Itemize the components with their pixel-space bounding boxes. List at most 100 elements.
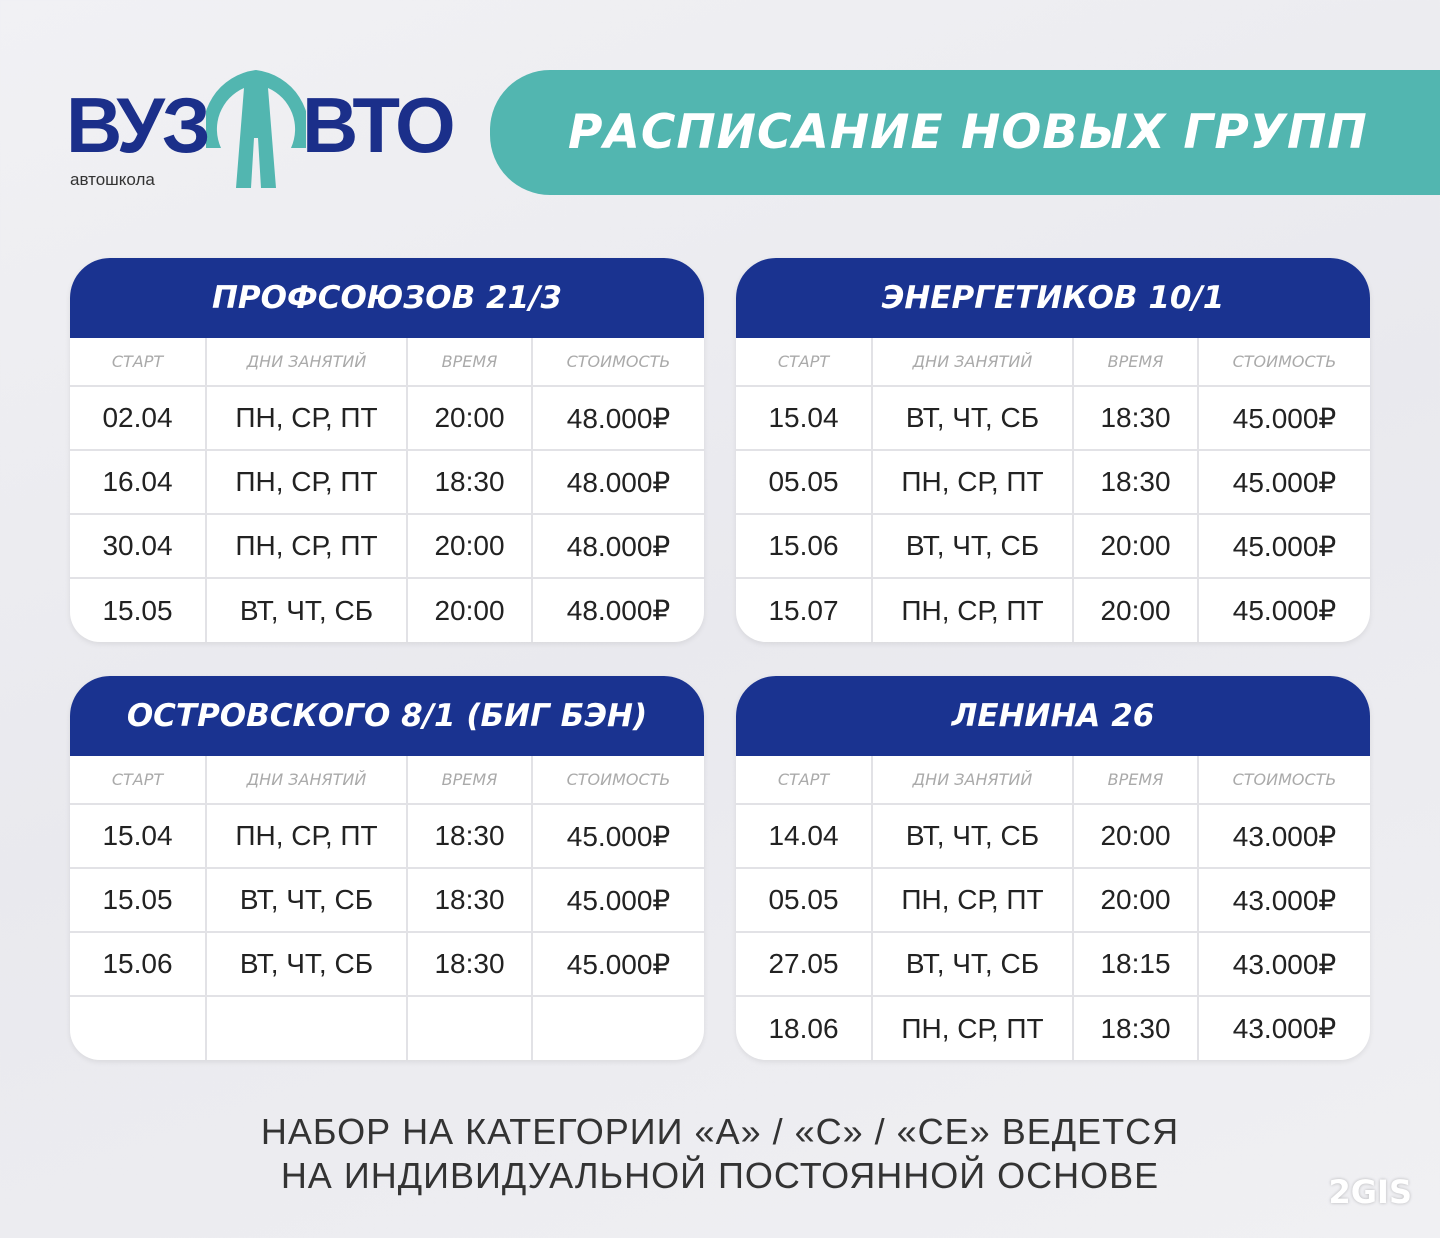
table-cell: ПН, СР, ПТ (205, 513, 408, 579)
schedule-table: СТАРТ ДНИ ЗАНЯТИЙ ВРЕМЯ СТОИМОСТЬ 15.04 ВТ, Ч… (736, 338, 1370, 642)
table-cell: 45.000₽ (531, 867, 704, 933)
column-header: ВРЕМЯ (1072, 756, 1199, 805)
logo: ВУЗ ВТО автошкола (66, 68, 456, 198)
column-header: СТОИМОСТЬ (1197, 338, 1370, 387)
table-cell: 27.05 (736, 931, 873, 997)
table-cell: 45.000₽ (1197, 513, 1370, 579)
table-cell: ВТ, ЧТ, СБ (205, 867, 408, 933)
column-header: СТАРТ (736, 756, 873, 805)
table-cell: 15.06 (736, 513, 873, 579)
table-header-row: СТАРТ ДНИ ЗАНЯТИЙ ВРЕМЯ СТОИМОСТЬ (70, 756, 704, 805)
footer-note: НАБОР НА КАТЕГОРИИ «А» / «С» / «СЕ» ВЕДЕ… (220, 1110, 1220, 1198)
table-cell: ВТ, ЧТ, СБ (871, 931, 1074, 997)
table-row: 16.04 ПН, СР, ПТ 18:30 48.000₽ (70, 449, 704, 515)
branch-title: ЛЕНИНА 26 (736, 676, 1370, 756)
column-header: ВРЕМЯ (406, 338, 533, 387)
table-cell: 18:15 (1072, 931, 1199, 997)
table-cell: 15.04 (736, 385, 873, 451)
table-cell: 45.000₽ (1197, 577, 1370, 642)
table-cell: 20:00 (1072, 513, 1199, 579)
table-cell: 20:00 (406, 577, 533, 642)
table-cell: 45.000₽ (1197, 449, 1370, 515)
table-cell: ВТ, ЧТ, СБ (871, 385, 1074, 451)
table-row: 15.04 ПН, СР, ПТ 18:30 45.000₽ (70, 803, 704, 869)
table-cell: 15.05 (70, 867, 207, 933)
logo-word-right: ВТО (302, 81, 456, 169)
table-cell (531, 995, 704, 1060)
table-cell: 45.000₽ (531, 931, 704, 997)
table-row: 27.05 ВТ, ЧТ, СБ 18:15 43.000₽ (736, 931, 1370, 997)
table-cell: 48.000₽ (531, 385, 704, 451)
table-cell: 18:30 (406, 931, 533, 997)
table-cell: 20:00 (406, 385, 533, 451)
table-cell: 18:30 (1072, 995, 1199, 1060)
table-row: 30.04 ПН, СР, ПТ 20:00 48.000₽ (70, 513, 704, 579)
table-row: 15.05 ВТ, ЧТ, СБ 20:00 48.000₽ (70, 577, 704, 642)
title-banner: РАСПИСАНИЕ НОВЫХ ГРУПП (490, 70, 1440, 195)
table-row: 18.06 ПН, СР, ПТ 18:30 43.000₽ (736, 995, 1370, 1060)
schedule-card: ЛЕНИНА 26 СТАРТ ДНИ ЗАНЯТИЙ ВРЕМЯ СТОИМОСТЬ 1… (736, 676, 1370, 1060)
table-cell: 02.04 (70, 385, 207, 451)
page-title: РАСПИСАНИЕ НОВЫХ ГРУПП (568, 105, 1368, 160)
column-header: ДНИ ЗАНЯТИЙ (205, 756, 408, 805)
table-cell: ПН, СР, ПТ (871, 995, 1074, 1060)
table-header-row: СТАРТ ДНИ ЗАНЯТИЙ ВРЕМЯ СТОИМОСТЬ (70, 338, 704, 387)
table-row (70, 995, 704, 1060)
table-row: 14.04 ВТ, ЧТ, СБ 20:00 43.000₽ (736, 803, 1370, 869)
schedule-table: СТАРТ ДНИ ЗАНЯТИЙ ВРЕМЯ СТОИМОСТЬ 02.04 ПН, С… (70, 338, 704, 642)
table-row: 15.07 ПН, СР, ПТ 20:00 45.000₽ (736, 577, 1370, 642)
table-cell: 48.000₽ (531, 449, 704, 515)
table-cell: ПН, СР, ПТ (205, 803, 408, 869)
footer-line-1: НАБОР НА КАТЕГОРИИ «А» / «С» / «СЕ» ВЕДЕ… (260, 1111, 1180, 1152)
schedule-card: ЭНЕРГЕТИКОВ 10/1 СТАРТ ДНИ ЗАНЯТИЙ ВРЕМЯ СТО… (736, 258, 1370, 642)
column-header: ДНИ ЗАНЯТИЙ (205, 338, 408, 387)
column-header: СТОИМОСТЬ (531, 338, 704, 387)
table-cell: 15.07 (736, 577, 873, 642)
table-row: 05.05 ПН, СР, ПТ 20:00 43.000₽ (736, 867, 1370, 933)
column-header: СТАРТ (70, 338, 207, 387)
table-cell: 45.000₽ (531, 803, 704, 869)
table-cell: 15.05 (70, 577, 207, 642)
table-cell: 20:00 (1072, 867, 1199, 933)
logo-word-left: ВУЗ (66, 81, 211, 169)
table-header-row: СТАРТ ДНИ ЗАНЯТИЙ ВРЕМЯ СТОИМОСТЬ (736, 338, 1370, 387)
table-cell: ПН, СР, ПТ (205, 449, 408, 515)
table-header-row: СТАРТ ДНИ ЗАНЯТИЙ ВРЕМЯ СТОИМОСТЬ (736, 756, 1370, 805)
table-row: 15.05 ВТ, ЧТ, СБ 18:30 45.000₽ (70, 867, 704, 933)
table-cell: ВТ, ЧТ, СБ (205, 931, 408, 997)
column-header: ДНИ ЗАНЯТИЙ (871, 756, 1074, 805)
table-cell: 05.05 (736, 867, 873, 933)
table-row: 15.04 ВТ, ЧТ, СБ 18:30 45.000₽ (736, 385, 1370, 451)
watermark: 2GIS (1328, 1173, 1412, 1211)
table-cell: 43.000₽ (1197, 995, 1370, 1060)
branch-title: ЭНЕРГЕТИКОВ 10/1 (736, 258, 1370, 338)
table-cell: 43.000₽ (1197, 803, 1370, 869)
table-cell: 14.04 (736, 803, 873, 869)
schedule-card: ПРОФСОЮЗОВ 21/3 СТАРТ ДНИ ЗАНЯТИЙ ВРЕМЯ СТОИ… (70, 258, 704, 642)
table-cell: 48.000₽ (531, 577, 704, 642)
column-header: СТАРТ (736, 338, 873, 387)
table-cell: ПН, СР, ПТ (205, 385, 408, 451)
table-cell: ПН, СР, ПТ (871, 449, 1074, 515)
table-cell: 43.000₽ (1197, 931, 1370, 997)
table-cell: 18.06 (736, 995, 873, 1060)
table-cell: ВТ, ЧТ, СБ (871, 513, 1074, 579)
column-header: ВРЕМЯ (1072, 338, 1199, 387)
branch-title: ОСТРОВСКОГО 8/1 (БИГ БЭН) (70, 676, 704, 756)
table-cell: 20:00 (1072, 577, 1199, 642)
table-cell: 18:30 (1072, 449, 1199, 515)
table-cell (406, 995, 533, 1060)
table-cell: 48.000₽ (531, 513, 704, 579)
column-header: ДНИ ЗАНЯТИЙ (871, 338, 1074, 387)
table-cell: ПН, СР, ПТ (871, 867, 1074, 933)
logo-subtitle: автошкола (70, 170, 155, 189)
table-row: 15.06 ВТ, ЧТ, СБ 18:30 45.000₽ (70, 931, 704, 997)
table-row: 05.05 ПН, СР, ПТ 18:30 45.000₽ (736, 449, 1370, 515)
schedule-table: СТАРТ ДНИ ЗАНЯТИЙ ВРЕМЯ СТОИМОСТЬ 14.04 ВТ, Ч… (736, 756, 1370, 1060)
column-header: СТАРТ (70, 756, 207, 805)
schedule-table: СТАРТ ДНИ ЗАНЯТИЙ ВРЕМЯ СТОИМОСТЬ 15.04 ПН, С… (70, 756, 704, 1060)
table-cell: 30.04 (70, 513, 207, 579)
schedule-card: ОСТРОВСКОГО 8/1 (БИГ БЭН) СТАРТ ДНИ ЗАНЯТИ… (70, 676, 704, 1060)
branch-title: ПРОФСОЮЗОВ 21/3 (70, 258, 704, 338)
table-cell: ВТ, ЧТ, СБ (205, 577, 408, 642)
